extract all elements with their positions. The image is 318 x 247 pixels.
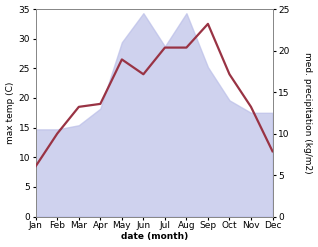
Y-axis label: med. precipitation (kg/m2): med. precipitation (kg/m2) bbox=[303, 52, 313, 174]
X-axis label: date (month): date (month) bbox=[121, 232, 188, 242]
Y-axis label: max temp (C): max temp (C) bbox=[5, 82, 15, 144]
